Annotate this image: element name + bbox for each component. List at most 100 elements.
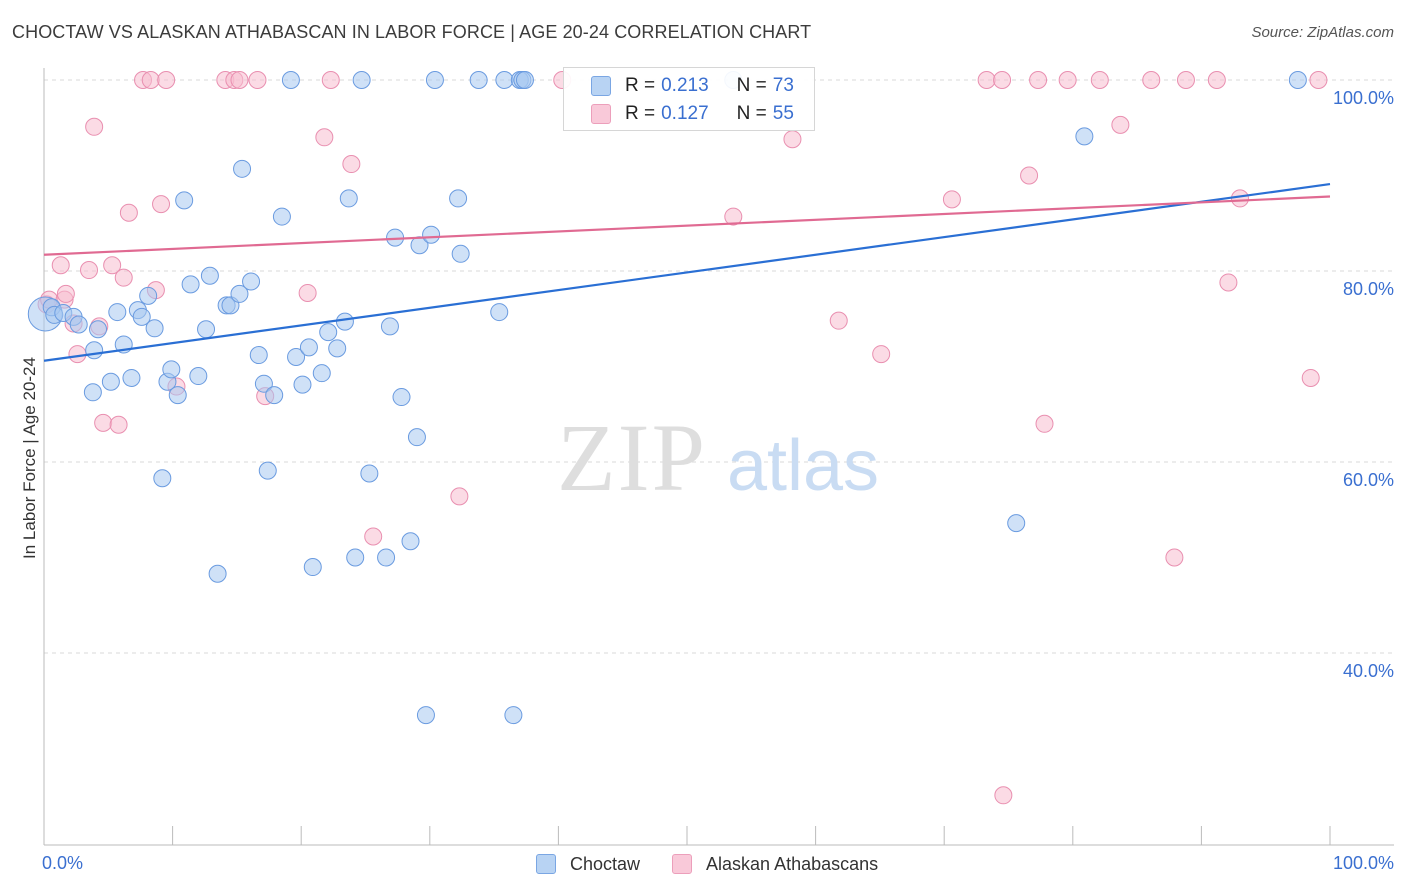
alaskan-point[interactable] — [1020, 166, 1039, 185]
choctaw-point[interactable] — [1007, 514, 1026, 533]
legend-item-alaskan[interactable]: Alaskan Athabascans — [672, 854, 878, 875]
choctaw-point[interactable] — [208, 564, 227, 583]
choctaw-point[interactable] — [175, 191, 194, 210]
alaskan-point[interactable] — [1301, 368, 1320, 387]
alaskan-point[interactable] — [993, 71, 1012, 89]
alaskan-point[interactable] — [298, 283, 317, 302]
choctaw-point[interactable] — [168, 386, 187, 405]
alaskan-point[interactable] — [152, 195, 171, 214]
choctaw-point[interactable] — [281, 71, 300, 89]
choctaw-point[interactable] — [242, 272, 261, 291]
alaskan-point[interactable] — [1111, 115, 1130, 134]
choctaw-point[interactable] — [122, 368, 141, 387]
alaskan-point[interactable] — [977, 71, 996, 89]
choctaw-point[interactable] — [449, 189, 468, 208]
alaskan-point[interactable] — [94, 413, 113, 432]
alaskan-point[interactable] — [68, 345, 87, 364]
choctaw-point[interactable] — [83, 383, 102, 402]
alaskan-point[interactable] — [80, 261, 99, 280]
choctaw-point[interactable] — [230, 284, 249, 303]
choctaw-point[interactable] — [139, 286, 158, 305]
choctaw-point[interactable] — [303, 558, 322, 577]
choctaw-point[interactable] — [416, 706, 435, 725]
choctaw-point[interactable] — [189, 367, 208, 386]
choctaw-point[interactable] — [407, 428, 426, 447]
legend-item-choctaw[interactable]: Choctaw — [536, 854, 640, 875]
alaskan-point[interactable] — [119, 203, 138, 222]
choctaw-point[interactable] — [89, 320, 108, 339]
choctaw-point[interactable] — [339, 189, 358, 208]
choctaw-point[interactable] — [312, 364, 331, 383]
choctaw-point[interactable] — [319, 323, 338, 342]
alaskan-point[interactable] — [364, 527, 383, 546]
alaskan-point[interactable] — [342, 155, 361, 174]
choctaw-point[interactable] — [422, 225, 441, 244]
choctaw-point[interactable] — [504, 706, 523, 725]
alaskan-point[interactable] — [1058, 71, 1077, 89]
choctaw-point[interactable] — [495, 71, 514, 89]
choctaw-point[interactable] — [490, 303, 509, 322]
choctaw-point[interactable] — [335, 312, 354, 331]
choctaw-point[interactable] — [380, 317, 399, 336]
alaskan-point[interactable] — [783, 130, 802, 149]
choctaw-point[interactable] — [145, 319, 164, 338]
choctaw-point[interactable] — [181, 275, 200, 294]
alaskan-point[interactable] — [103, 256, 122, 275]
choctaw-point[interactable] — [515, 71, 534, 89]
alaskan-point[interactable] — [1176, 71, 1195, 89]
choctaw-point[interactable] — [249, 346, 268, 365]
alaskan-point[interactable] — [1219, 273, 1238, 292]
alaskan-point[interactable] — [315, 128, 334, 147]
alaskan-point[interactable] — [141, 71, 160, 89]
choctaw-point[interactable] — [1075, 127, 1094, 146]
alaskan-point[interactable] — [1029, 71, 1048, 89]
choctaw-point[interactable] — [258, 461, 277, 480]
alaskan-point[interactable] — [450, 487, 469, 506]
choctaw-point[interactable] — [1288, 71, 1307, 89]
choctaw-point[interactable] — [287, 347, 306, 366]
choctaw-point[interactable] — [425, 71, 444, 89]
alaskan-point[interactable] — [1207, 71, 1226, 89]
alaskan-point[interactable] — [321, 71, 340, 89]
alaskan-point[interactable] — [1309, 71, 1328, 89]
alaskan-point[interactable] — [872, 345, 891, 364]
alaskan-point[interactable] — [1165, 548, 1184, 567]
alaskan-point[interactable] — [994, 786, 1013, 805]
choctaw-point[interactable] — [469, 71, 488, 89]
alaskan-point[interactable] — [157, 71, 176, 89]
alaskan-point[interactable] — [109, 415, 128, 434]
alaskan-point[interactable] — [942, 190, 961, 209]
alaskan-point[interactable] — [1035, 414, 1054, 433]
choctaw-point[interactable] — [265, 386, 284, 405]
choctaw-point[interactable] — [101, 372, 120, 391]
choctaw-point[interactable] — [69, 315, 88, 334]
alaskan-point[interactable] — [56, 284, 75, 303]
alaskan-point[interactable] — [829, 311, 848, 330]
choctaw-point[interactable] — [401, 532, 420, 551]
choctaw-point[interactable] — [352, 71, 371, 89]
choctaw-point[interactable] — [254, 374, 273, 393]
alaskan-point[interactable] — [51, 256, 70, 275]
choctaw-point[interactable] — [132, 307, 151, 326]
choctaw-point[interactable] — [162, 360, 181, 379]
choctaw-point[interactable] — [392, 388, 411, 407]
alaskan-point[interactable] — [114, 268, 133, 287]
alaskan-point[interactable] — [230, 71, 249, 89]
choctaw-point[interactable] — [233, 159, 252, 178]
alaskan-point[interactable] — [85, 117, 104, 136]
alaskan-point[interactable] — [724, 207, 743, 226]
choctaw-point[interactable] — [197, 320, 216, 339]
alaskan-point[interactable] — [1230, 189, 1249, 208]
choctaw-point[interactable] — [451, 244, 470, 263]
choctaw-point[interactable] — [153, 469, 172, 488]
choctaw-point[interactable] — [85, 341, 104, 360]
alaskan-point[interactable] — [248, 71, 267, 89]
choctaw-point[interactable] — [377, 548, 396, 567]
choctaw-point[interactable] — [200, 266, 219, 285]
alaskan-point[interactable] — [1090, 71, 1109, 89]
choctaw-point[interactable] — [299, 338, 318, 357]
choctaw-point[interactable] — [108, 303, 127, 322]
choctaw-point[interactable] — [346, 548, 365, 567]
choctaw-point[interactable] — [328, 339, 347, 358]
alaskan-point[interactable] — [1142, 71, 1161, 89]
